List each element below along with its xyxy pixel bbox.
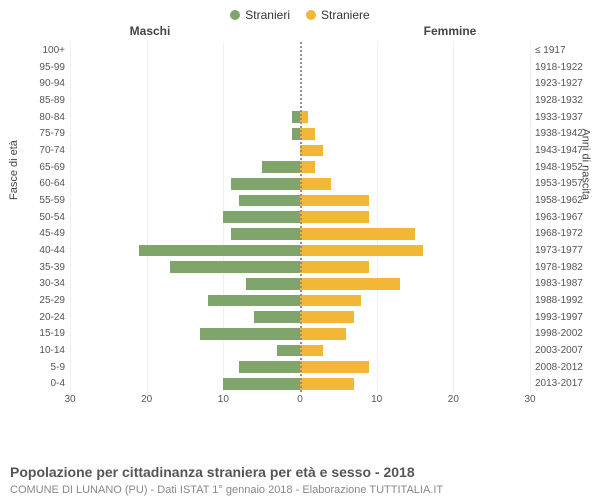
bar-female	[300, 261, 369, 273]
birth-label: ≤ 1917	[531, 45, 600, 56]
age-label: 90-94	[0, 78, 69, 89]
bar-male	[223, 211, 300, 223]
birth-label: 1978-1982	[531, 262, 600, 273]
birth-label: 1928-1932	[531, 95, 600, 106]
bar-female	[300, 228, 415, 240]
birth-label: 1918-1922	[531, 62, 600, 73]
bar-female	[300, 145, 323, 157]
x-tick: 10	[371, 394, 382, 405]
bar-female	[300, 178, 331, 190]
birth-label: 2008-2012	[531, 362, 600, 373]
birth-label: 1993-1997	[531, 312, 600, 323]
bar-female	[300, 278, 400, 290]
birth-label: 1983-1987	[531, 278, 600, 289]
birth-label: 1938-1942	[531, 128, 600, 139]
age-label: 25-29	[0, 295, 69, 306]
bar-female	[300, 361, 369, 373]
age-label: 50-54	[0, 212, 69, 223]
age-label: 40-44	[0, 245, 69, 256]
bar-male	[231, 228, 300, 240]
center-line	[300, 42, 302, 392]
swatch-male	[230, 10, 240, 20]
side-headers: Maschi Femmine	[0, 24, 600, 38]
birth-label: 1958-1962	[531, 195, 600, 206]
age-label: 35-39	[0, 262, 69, 273]
bar-female	[300, 311, 354, 323]
swatch-female	[306, 10, 316, 20]
bar-male	[231, 178, 300, 190]
legend-female: Straniere	[306, 8, 370, 22]
age-label: 85-89	[0, 95, 69, 106]
age-label: 75-79	[0, 128, 69, 139]
chart-subcaption: COMUNE DI LUNANO (PU) - Dati ISTAT 1° ge…	[10, 484, 443, 496]
birth-label: 1998-2002	[531, 328, 600, 339]
age-label: 60-64	[0, 178, 69, 189]
age-label: 15-19	[0, 328, 69, 339]
age-label: 5-9	[0, 362, 69, 373]
bar-male	[292, 128, 300, 140]
age-label: 20-24	[0, 312, 69, 323]
legend-female-label: Straniere	[321, 8, 370, 22]
bar-female	[300, 328, 346, 340]
bar-male	[200, 328, 300, 340]
pyramid-plot: 100+≤ 191795-991918-192290-941923-192785…	[70, 42, 530, 412]
bar-male	[254, 311, 300, 323]
bar-male	[239, 361, 300, 373]
age-label: 45-49	[0, 228, 69, 239]
bar-male	[262, 161, 300, 173]
x-ticks: 3020100102030	[70, 392, 530, 412]
bar-female	[300, 295, 361, 307]
legend: Stranieri Straniere	[0, 0, 600, 22]
birth-label: 1968-1972	[531, 228, 600, 239]
header-female: Femmine	[300, 24, 600, 38]
birth-label: 1943-1947	[531, 145, 600, 156]
legend-male: Stranieri	[230, 8, 290, 22]
age-label: 0-4	[0, 378, 69, 389]
birth-label: 1988-1992	[531, 295, 600, 306]
bar-male	[139, 245, 300, 257]
birth-label: 1973-1977	[531, 245, 600, 256]
age-label: 80-84	[0, 112, 69, 123]
bar-female	[300, 128, 315, 140]
age-label: 65-69	[0, 162, 69, 173]
birth-label: 1948-1952	[531, 162, 600, 173]
x-tick: 30	[524, 394, 535, 405]
age-label: 30-34	[0, 278, 69, 289]
legend-male-label: Stranieri	[245, 8, 290, 22]
age-label: 95-99	[0, 62, 69, 73]
bar-male	[239, 195, 300, 207]
birth-label: 1953-1957	[531, 178, 600, 189]
birth-label: 1963-1967	[531, 212, 600, 223]
bar-female	[300, 245, 423, 257]
birth-label: 1933-1937	[531, 112, 600, 123]
age-label: 100+	[0, 45, 69, 56]
bar-female	[300, 378, 354, 390]
x-tick: 20	[448, 394, 459, 405]
birth-label: 2013-2017	[531, 378, 600, 389]
bar-female	[300, 161, 315, 173]
x-tick: 0	[297, 394, 303, 405]
bar-male	[208, 295, 300, 307]
bar-male	[223, 378, 300, 390]
bar-male	[277, 345, 300, 357]
birth-label: 2003-2007	[531, 345, 600, 356]
age-label: 70-74	[0, 145, 69, 156]
x-tick: 10	[218, 394, 229, 405]
age-label: 10-14	[0, 345, 69, 356]
birth-label: 1923-1927	[531, 78, 600, 89]
chart-caption: Popolazione per cittadinanza straniera p…	[10, 464, 415, 480]
bar-male	[170, 261, 300, 273]
header-male: Maschi	[0, 24, 300, 38]
x-tick: 30	[64, 394, 75, 405]
x-tick: 20	[141, 394, 152, 405]
bar-female	[300, 345, 323, 357]
bar-female	[300, 211, 369, 223]
bar-male	[246, 278, 300, 290]
bar-female	[300, 195, 369, 207]
bar-male	[292, 111, 300, 123]
age-label: 55-59	[0, 195, 69, 206]
